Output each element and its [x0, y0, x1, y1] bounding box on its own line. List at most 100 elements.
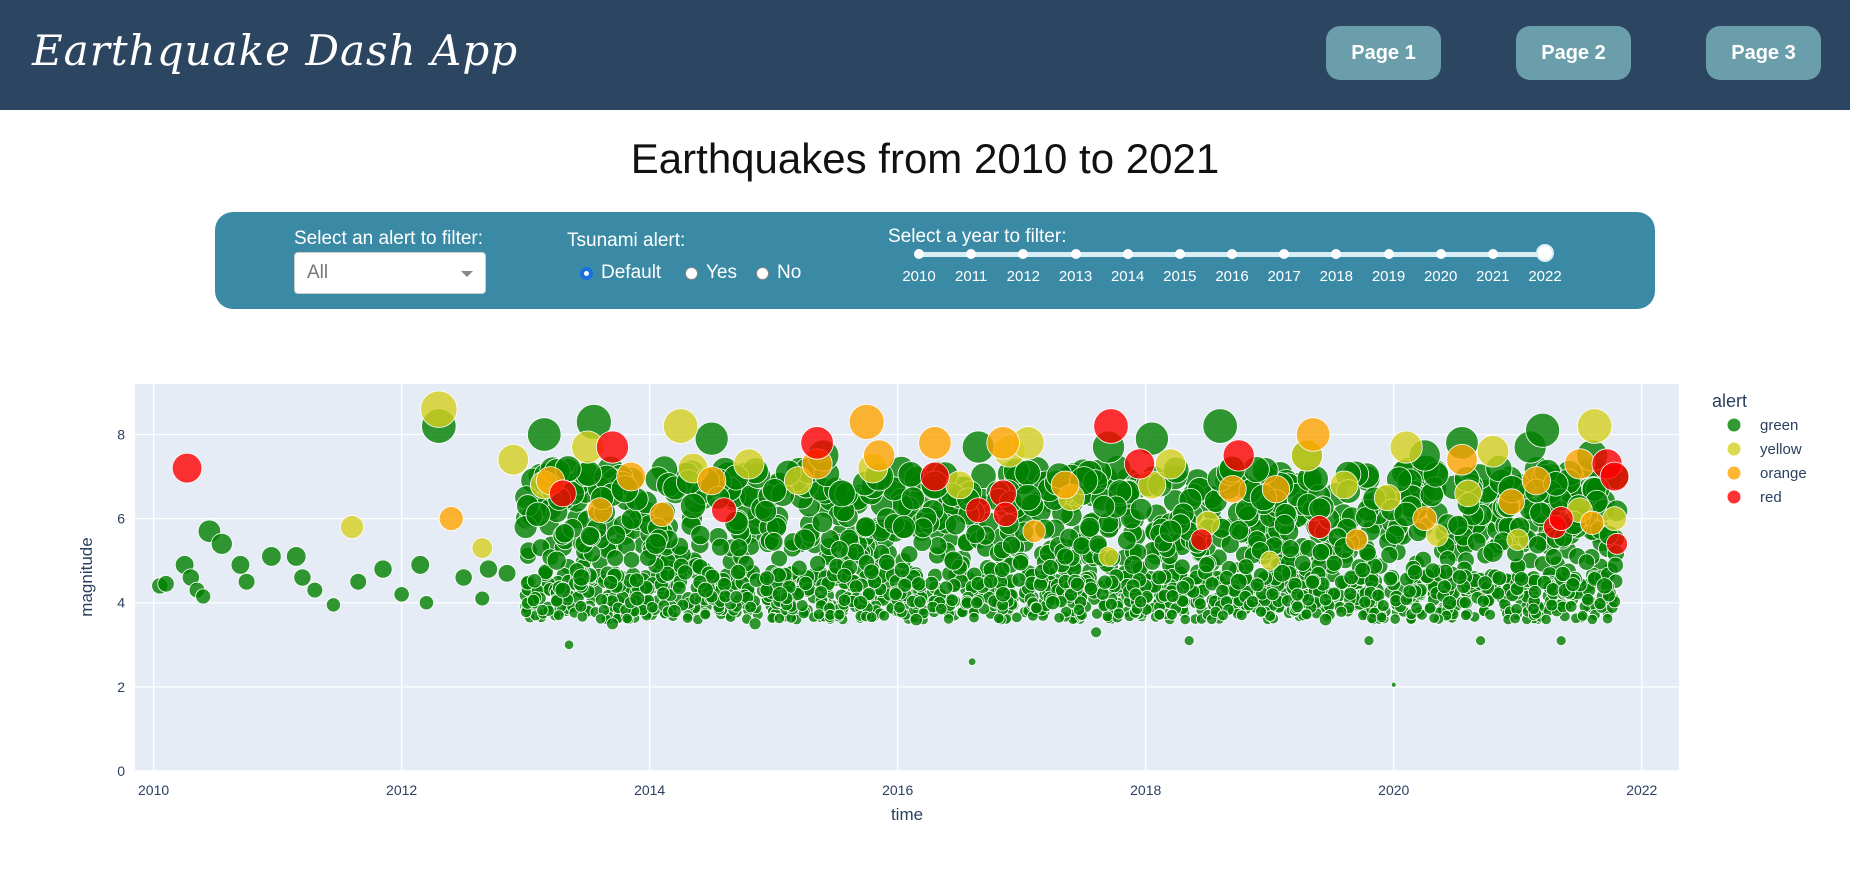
scatter-point	[1233, 603, 1246, 616]
scatter-point	[1581, 583, 1597, 598]
scatter-point	[1085, 459, 1112, 486]
page-3-button[interactable]: Page 3	[1706, 26, 1821, 80]
tsunami-radio-yes[interactable]: Yes	[685, 262, 737, 284]
year-slider-mark[interactable]	[1487, 249, 1498, 259]
scatter-point	[848, 579, 864, 595]
scatter-point	[965, 523, 986, 545]
scatter-point	[1004, 496, 1028, 519]
scatter-point	[1002, 505, 1025, 528]
year-slider-mark[interactable]	[966, 249, 977, 259]
scatter-point	[840, 532, 860, 552]
scatter-point	[1055, 583, 1070, 598]
scatter-point	[1462, 575, 1478, 591]
scatter-point-green	[563, 639, 575, 651]
year-slider-mark[interactable]	[1122, 249, 1133, 259]
legend-label-yellow: yellow	[1760, 441, 1802, 458]
scatter-point	[1111, 599, 1124, 613]
scatter-point	[1291, 600, 1304, 614]
scatter-point	[1275, 592, 1290, 606]
scatter-point	[767, 587, 781, 602]
tsunami-radio-default[interactable]: Default	[580, 262, 661, 284]
scatter-point	[556, 581, 571, 596]
year-slider-handle[interactable]	[1536, 244, 1554, 262]
scatter-point	[860, 517, 882, 539]
scatter-point	[571, 590, 585, 605]
year-slider-mark[interactable]	[1383, 249, 1394, 259]
scatter-point	[927, 595, 941, 609]
scatter-point	[1548, 487, 1573, 512]
scatter-point	[1087, 592, 1101, 606]
year-slider-mark[interactable]	[914, 249, 924, 259]
scatter-point	[1308, 585, 1323, 600]
year-slider-mark[interactable]	[1279, 249, 1290, 259]
scatter-point-green	[629, 590, 646, 607]
year-slider-mark[interactable]	[1435, 249, 1446, 259]
year-slider-mark[interactable]	[1070, 249, 1081, 259]
scatter-point	[573, 573, 589, 589]
scatter-point	[778, 603, 791, 617]
scatter-point	[808, 476, 834, 502]
scatter-point	[1501, 607, 1513, 620]
year-tick-label: 2021	[1476, 268, 1510, 285]
year-slider-mark[interactable]	[1331, 249, 1342, 259]
scatter-point	[1536, 574, 1552, 591]
scatter-point	[1481, 591, 1496, 606]
scatter-point	[537, 607, 550, 620]
scatter-point	[1422, 459, 1449, 486]
scatter-point	[1208, 570, 1225, 586]
scatter-point-green	[1561, 510, 1586, 535]
scatter-point	[1023, 456, 1050, 484]
scatter-point	[1048, 548, 1067, 567]
scatter-point	[654, 572, 671, 588]
scatter-point	[800, 523, 821, 544]
scatter-point	[758, 516, 780, 538]
scatter-point	[727, 604, 740, 617]
scatter-point	[1085, 549, 1103, 568]
scatter-point	[681, 612, 694, 624]
scatter-point	[851, 580, 866, 595]
scatter-point	[895, 569, 911, 586]
scatter-point	[673, 563, 690, 581]
scatter-point	[888, 574, 904, 590]
scatter-point	[574, 601, 587, 614]
scatter-point	[744, 564, 761, 581]
scatter-point	[816, 495, 840, 519]
scatter-point	[1151, 514, 1173, 536]
scatter-point	[1261, 490, 1286, 514]
scatter-point	[895, 594, 909, 608]
year-slider-mark[interactable]	[1174, 249, 1185, 259]
scatter-point	[782, 538, 802, 558]
scatter-point	[1311, 583, 1327, 599]
page-1-button[interactable]: Page 1	[1326, 26, 1441, 80]
scatter-point	[1316, 599, 1330, 613]
scatter-point	[641, 607, 654, 620]
scatter-point	[1019, 567, 1036, 584]
scatter-point-green	[909, 612, 923, 627]
scatter-point	[1315, 576, 1331, 592]
scatter-point	[1525, 599, 1539, 613]
scatter-point	[1101, 512, 1123, 534]
year-slider-mark[interactable]	[1227, 249, 1237, 259]
scatter-point	[1378, 612, 1390, 625]
scatter-point	[1542, 604, 1555, 617]
scatter-point	[594, 613, 607, 625]
scatter-point	[650, 547, 669, 565]
scatter-point	[540, 477, 566, 503]
alert-dropdown[interactable]: All	[294, 252, 486, 294]
scatter-point	[1337, 577, 1353, 593]
scatter-point	[1187, 477, 1212, 502]
scatter-point	[529, 609, 542, 622]
scatter-point	[1057, 574, 1074, 590]
scatter-point	[1293, 537, 1313, 557]
scatter-point	[555, 530, 575, 551]
scatter-point	[890, 596, 904, 610]
scatter-point	[1434, 523, 1455, 544]
year-slider-mark[interactable]	[1018, 249, 1029, 259]
scatter-point	[1181, 503, 1204, 526]
scatter-point	[808, 577, 824, 593]
page-2-button[interactable]: Page 2	[1516, 26, 1631, 80]
scatter-point	[605, 524, 627, 545]
scatter-point	[1485, 501, 1509, 524]
tsunami-radio-no[interactable]: No	[756, 262, 801, 284]
